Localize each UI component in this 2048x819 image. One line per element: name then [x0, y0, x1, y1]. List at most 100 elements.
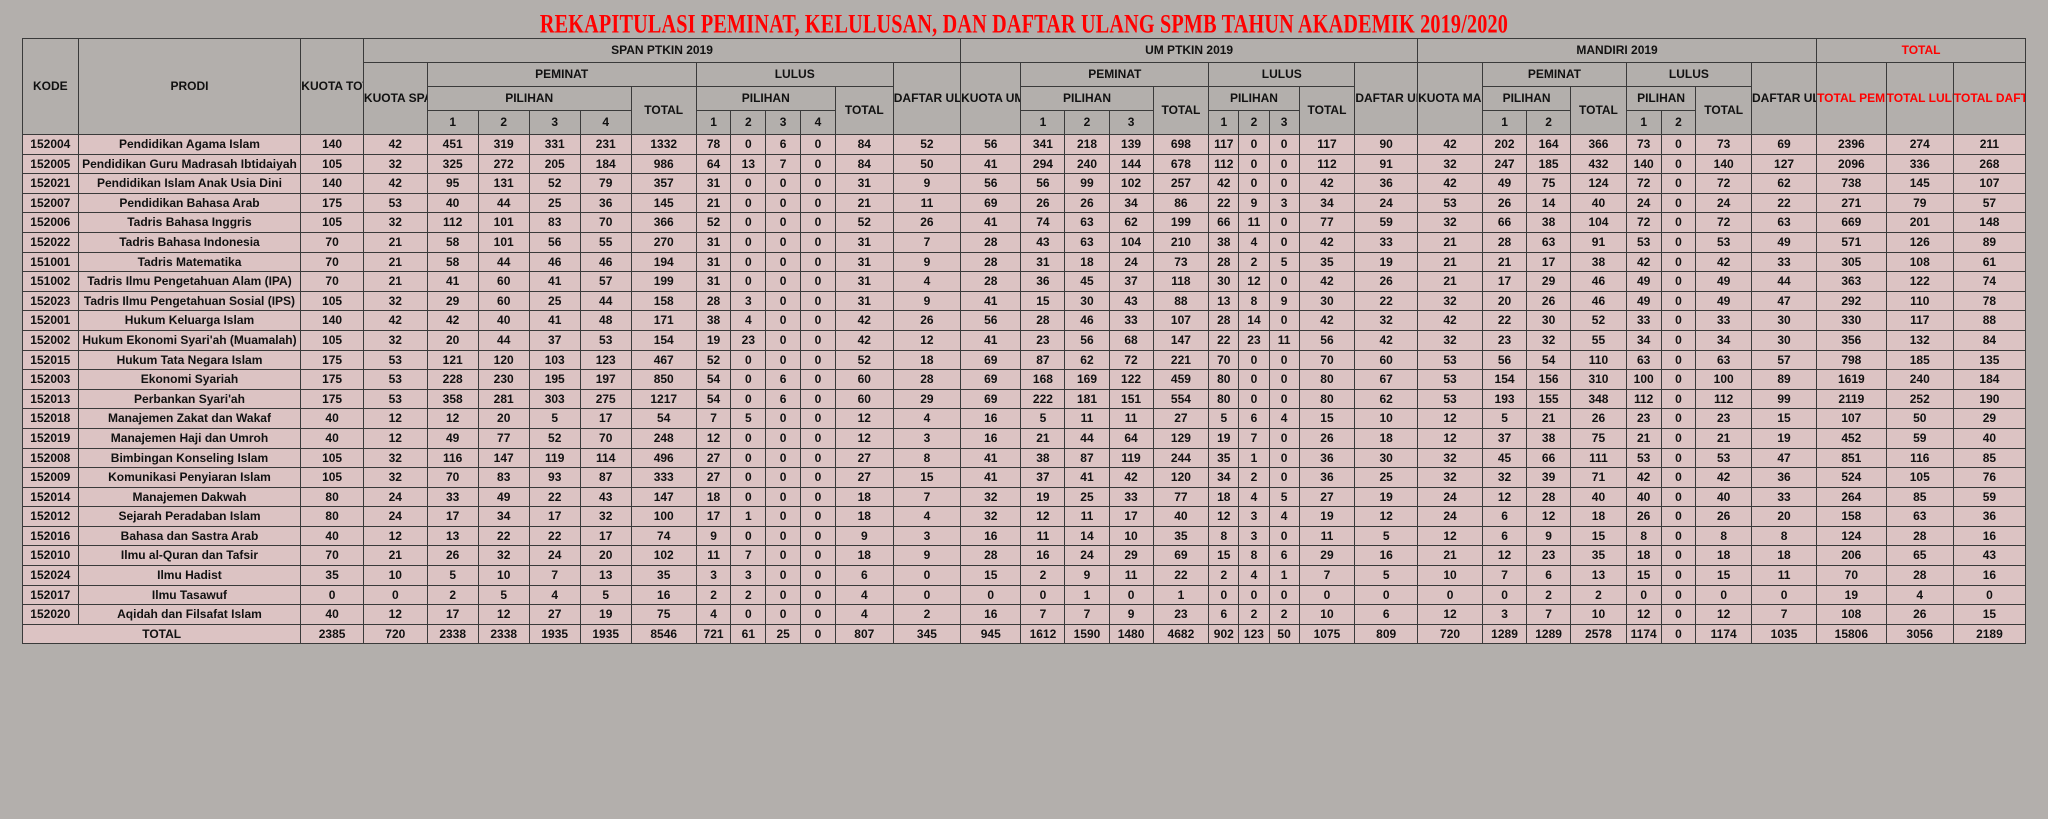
cell-um_p2: 7 — [1064, 604, 1110, 625]
cell-span_p2: 20 — [477, 408, 530, 429]
cell-total_peminat: 292 — [1816, 290, 1887, 312]
cell-span_p4: 87 — [579, 467, 632, 488]
cell-span_p2: 12 — [477, 604, 530, 625]
cell-mandiri_l1: 0 — [1625, 584, 1662, 606]
cell-mandiri_daftar_ulang: 11 — [1750, 565, 1818, 586]
cell-kuota_total: 70 — [300, 251, 364, 273]
cell-um_l1: 66 — [1208, 212, 1240, 233]
cell-span_lulus_total: 21 — [834, 192, 894, 214]
cell-mandiri_l2: 0 — [1660, 310, 1697, 331]
cell-mandiri_daftar_ulang: 36 — [1750, 467, 1818, 488]
cell-um_kuota: 69 — [960, 388, 1022, 410]
cell-total-total_daftar_ulang: 2189 — [1952, 623, 2027, 645]
cell-mandiri_l1: 8 — [1625, 525, 1662, 547]
cell-mandiri_l1: 23 — [1625, 408, 1662, 429]
cell-um_l2: 1 — [1238, 447, 1270, 469]
cell-total_peminat: 738 — [1816, 173, 1887, 194]
cell-um_l1: 18 — [1208, 486, 1240, 508]
cell-um_l1: 12 — [1208, 506, 1240, 527]
cell-mandiri_lulus_total: 40 — [1695, 486, 1752, 508]
cell-span_lulus_total: 27 — [834, 467, 894, 488]
cell-span_l3: 0 — [765, 212, 802, 233]
cell-mandiri_l2: 0 — [1660, 153, 1697, 175]
cell-span_l2: 13 — [730, 153, 767, 175]
cell-mandiri_peminat_total: 75 — [1570, 427, 1627, 449]
cell-mandiri_peminat_total: 38 — [1570, 251, 1627, 273]
cell-total_daftar_ulang: 85 — [1952, 447, 2027, 469]
cell-um_lulus_total: 15 — [1298, 408, 1356, 429]
cell-um_peminat_total: 120 — [1152, 467, 1210, 488]
cell-um_p3: 119 — [1108, 447, 1154, 469]
cell-span_p1: 41 — [426, 271, 479, 292]
cell-um_l2: 0 — [1238, 584, 1270, 606]
cell-kode: 152001 — [22, 310, 79, 331]
cell-kode: 152019 — [22, 427, 79, 449]
table-row: 152016 Bahasa dan Sastra Arab 40 12 13 22 22 17… — [22, 525, 2027, 547]
cell-um_kuota: 56 — [960, 134, 1022, 155]
cell-mandiri_daftar_ulang: 7 — [1750, 604, 1818, 625]
cell-span_l4: 0 — [800, 231, 836, 253]
cell-span_kuota: 24 — [362, 506, 428, 527]
cell-total_lulus: 117 — [1885, 310, 1954, 331]
cell-mandiri_l2: 0 — [1660, 545, 1697, 567]
cell-um_p3: 104 — [1108, 231, 1154, 253]
cell-um_l2: 9 — [1238, 192, 1270, 214]
cell-span_l2: 0 — [730, 427, 767, 449]
cell-span_l3: 6 — [765, 369, 802, 390]
cell-total_lulus: 79 — [1885, 192, 1954, 214]
cell-um_lulus_total: 42 — [1298, 271, 1356, 292]
cell-um_lulus_total: 56 — [1298, 329, 1356, 351]
cell-mandiri_kuota: 21 — [1417, 271, 1483, 292]
cell-mandiri_daftar_ulang: 69 — [1750, 134, 1818, 155]
cell-mandiri_l2: 0 — [1660, 565, 1697, 586]
cell-total_peminat: 798 — [1816, 349, 1887, 371]
cell-span_p1: 58 — [426, 251, 479, 273]
cell-span_p4: 53 — [579, 329, 632, 351]
cell-total_peminat: 19 — [1816, 584, 1887, 606]
cell-prodi: Komunikasi Penyiaran Islam — [77, 467, 302, 488]
cell-um_peminat_total: 107 — [1152, 310, 1210, 331]
cell-um_kuota: 28 — [960, 231, 1022, 253]
cell-span_p3: 25 — [528, 290, 581, 312]
cell-span_p3: 22 — [528, 525, 581, 547]
cell-total_daftar_ulang: 84 — [1952, 329, 2027, 351]
cell-span_p1: 70 — [426, 467, 479, 488]
cell-mandiri_lulus_total: 18 — [1695, 545, 1752, 567]
th-span-kuota: KUOTA SPAN — [362, 62, 428, 135]
cell-total_lulus: 26 — [1885, 604, 1954, 625]
cell-mandiri_l2: 0 — [1660, 349, 1697, 371]
cell-span_peminat_total: 54 — [630, 408, 697, 429]
cell-span_p4: 197 — [579, 369, 632, 390]
cell-span_daftar_ulang: 3 — [892, 525, 962, 547]
cell-mandiri_l2: 0 — [1660, 486, 1697, 508]
cell-prodi: Tadris Ilmu Pengetahuan Alam (IPA) — [77, 271, 302, 292]
cell-span_l4: 0 — [800, 329, 836, 351]
th-prodi: PRODI — [77, 38, 302, 135]
cell-span_l1: 3 — [695, 565, 732, 586]
cell-span_p4: 32 — [579, 506, 632, 527]
cell-mandiri_p1: 12 — [1481, 545, 1528, 567]
cell-total_daftar_ulang: 61 — [1952, 251, 2027, 273]
cell-um_p1: 38 — [1020, 447, 1066, 469]
cell-mandiri_daftar_ulang: 127 — [1750, 153, 1818, 175]
cell-total_peminat: 524 — [1816, 467, 1887, 488]
cell-span_kuota: 53 — [362, 349, 428, 371]
cell-total_lulus: 132 — [1885, 329, 1954, 351]
cell-span_lulus_total: 12 — [834, 427, 894, 449]
cell-mandiri_l1: 72 — [1625, 212, 1662, 233]
cell-mandiri_p2: 12 — [1526, 506, 1572, 527]
cell-um_l3: 5 — [1268, 251, 1300, 273]
cell-mandiri_daftar_ulang: 33 — [1750, 251, 1818, 273]
table-row: 152017 Ilmu Tasawuf 0 0 2 5 4 5 16 2 2 0 0 4 0 0 0 1 0 1 0 0 0… — [22, 584, 2027, 606]
cell-um_peminat_total: 199 — [1152, 212, 1210, 233]
cell-mandiri_lulus_total: 112 — [1695, 388, 1752, 410]
cell-um_l2: 11 — [1238, 212, 1270, 233]
cell-mandiri_lulus_total: 49 — [1695, 271, 1752, 292]
cell-span_daftar_ulang: 3 — [892, 427, 962, 449]
cell-span_l1: 28 — [695, 290, 732, 312]
cell-total-mandiri_daftar_ulang: 1035 — [1750, 623, 1818, 645]
cell-mandiri_p1: 0 — [1481, 584, 1528, 606]
th-span-peminat-total: TOTAL — [630, 86, 697, 135]
cell-span_lulus_total: 84 — [834, 134, 894, 155]
cell-mandiri_p2: 38 — [1526, 212, 1572, 233]
